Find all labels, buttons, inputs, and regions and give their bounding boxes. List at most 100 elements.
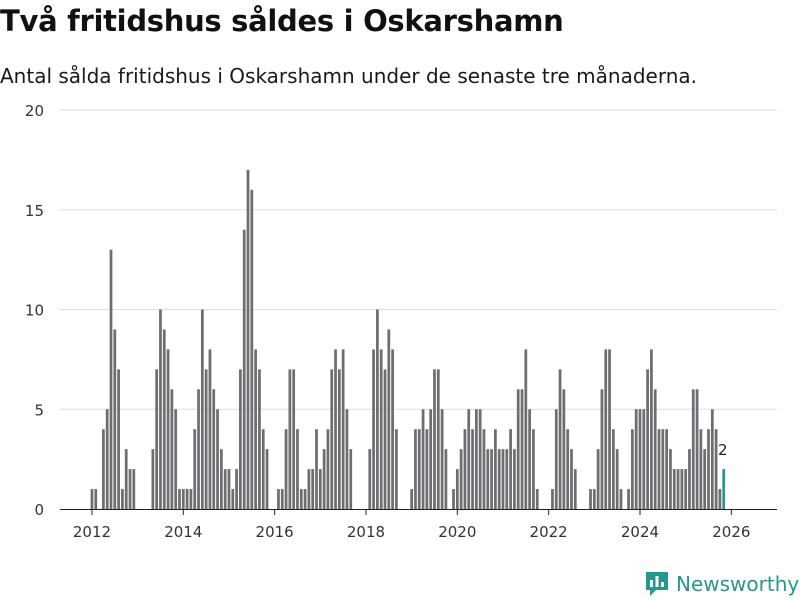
bar	[707, 429, 710, 509]
bar	[204, 369, 208, 509]
bar	[178, 489, 181, 509]
bar	[699, 429, 703, 509]
bar	[627, 489, 630, 509]
bar	[509, 429, 512, 509]
x-tick-label-2026: 2026	[712, 523, 750, 541]
bar	[467, 409, 471, 509]
bar	[608, 349, 611, 509]
bar	[513, 449, 516, 509]
bar	[185, 489, 189, 509]
bar	[337, 369, 341, 509]
bar	[379, 349, 383, 509]
bar	[414, 429, 417, 509]
bar	[650, 349, 653, 509]
bar	[311, 469, 315, 509]
bar	[216, 409, 219, 509]
bar	[646, 369, 649, 509]
chart-title: Två fritidshus såldes i Oskarshamn	[0, 4, 564, 38]
bar	[105, 409, 109, 509]
bar	[684, 469, 688, 509]
bar	[391, 349, 394, 509]
bar	[714, 429, 718, 509]
bar	[334, 349, 337, 509]
bar	[516, 389, 520, 509]
bar	[478, 409, 482, 509]
bar	[318, 469, 322, 509]
y-tick-label-15: 15	[25, 202, 44, 220]
bar	[501, 449, 505, 509]
bar	[132, 469, 136, 509]
bar	[117, 369, 120, 509]
bar	[669, 449, 672, 509]
bar	[558, 369, 562, 509]
bar	[672, 469, 676, 509]
bar	[376, 309, 379, 509]
bar	[440, 409, 444, 509]
bar	[688, 449, 691, 509]
x-tick-label-2020: 2020	[438, 523, 476, 541]
bar	[383, 369, 387, 509]
y-tick-label-10: 10	[25, 302, 44, 320]
bar	[277, 489, 280, 509]
bar	[261, 429, 265, 509]
bar	[573, 469, 577, 509]
bar	[200, 309, 204, 509]
bar	[535, 489, 539, 509]
brand-logo[interactable]: Newsworthy	[644, 570, 799, 598]
bar	[631, 429, 634, 509]
bar	[551, 489, 554, 509]
bar	[482, 429, 486, 509]
bar	[102, 429, 105, 509]
y-tick-label-0: 0	[34, 501, 44, 519]
bar	[109, 249, 113, 509]
bar	[242, 229, 246, 509]
bar	[124, 449, 128, 509]
bar	[410, 489, 414, 509]
bar	[570, 449, 573, 509]
bar	[490, 449, 493, 509]
bar	[121, 489, 124, 509]
x-tick-label-2014: 2014	[164, 523, 202, 541]
bar	[566, 429, 570, 509]
bar	[280, 489, 284, 509]
bar	[197, 389, 200, 509]
bar	[505, 449, 509, 509]
x-axis: 2012 2014 2016 2018 2020 2022 2024 2026	[60, 509, 777, 541]
bar	[455, 469, 459, 509]
bar	[638, 409, 642, 509]
bar	[474, 409, 478, 509]
grid-lines	[60, 109, 777, 410]
bar	[174, 409, 178, 509]
bar	[307, 469, 311, 509]
bar	[296, 429, 299, 509]
bar	[642, 409, 646, 509]
bar	[227, 469, 231, 509]
bar	[417, 429, 421, 509]
y-axis-ticks: 0 5 10 15 20	[25, 102, 44, 519]
bar	[284, 429, 288, 509]
x-tick-label-2018: 2018	[347, 523, 385, 541]
bar	[223, 469, 227, 509]
bar	[532, 429, 535, 509]
bar	[159, 309, 162, 509]
bar	[219, 449, 223, 509]
bar	[554, 409, 558, 509]
bar	[421, 409, 425, 509]
bar	[246, 169, 250, 509]
bar	[330, 369, 334, 509]
bar	[299, 489, 303, 509]
bar	[181, 489, 185, 509]
bar	[212, 389, 216, 509]
bar	[718, 489, 722, 509]
bar	[322, 449, 326, 509]
bars	[90, 169, 726, 510]
bar	[250, 189, 254, 510]
bar	[162, 329, 166, 509]
bar	[288, 369, 292, 509]
bar	[315, 429, 318, 509]
bar	[497, 449, 501, 509]
bar	[486, 449, 490, 509]
chart-subtitle: Antal sålda fritidshus i Oskarshamn unde…	[0, 64, 698, 88]
bar	[166, 349, 170, 509]
x-tick-label-2012: 2012	[73, 523, 111, 541]
